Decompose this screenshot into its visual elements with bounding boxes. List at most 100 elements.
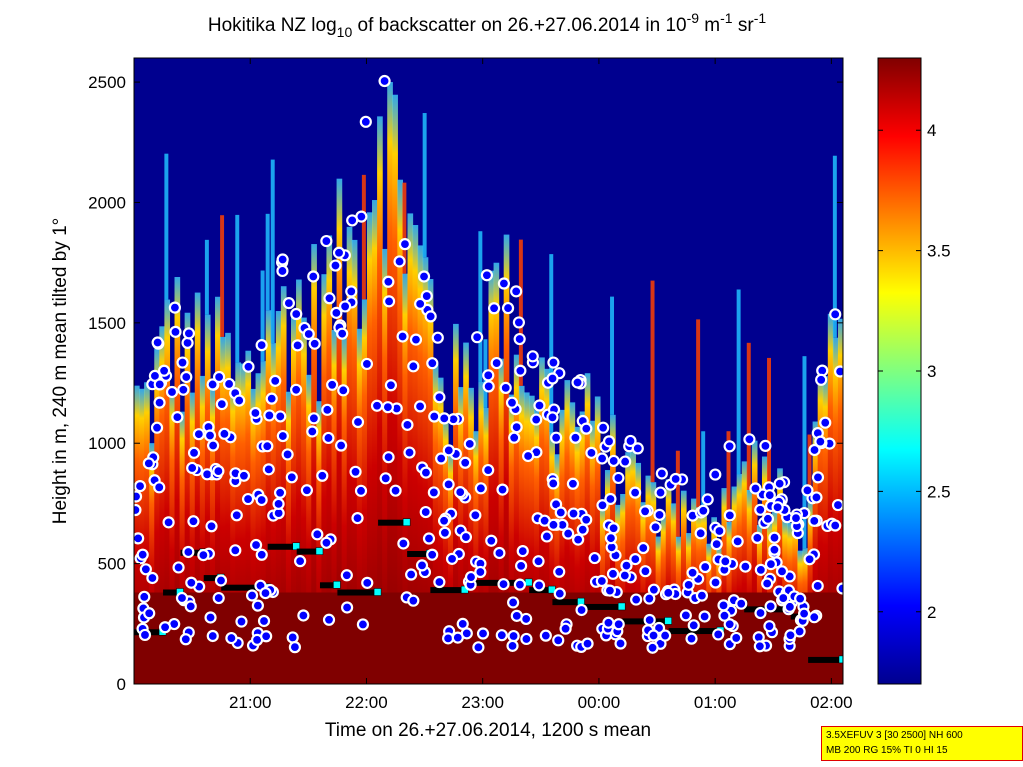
cloud-marker <box>686 566 699 579</box>
cloud-marker <box>138 628 152 642</box>
cloud-base-bar <box>465 579 530 586</box>
cloud-marker <box>607 522 620 535</box>
cloud-marker <box>286 631 299 644</box>
cloud-marker <box>463 437 476 451</box>
cloud-marker <box>378 74 391 88</box>
cloud-marker <box>306 425 319 438</box>
cloud-marker <box>808 443 821 457</box>
cloud-marker <box>245 589 259 602</box>
backscatter-column <box>372 200 378 684</box>
cloud-marker <box>829 308 842 321</box>
cloud-marker <box>169 325 182 338</box>
info-line-1: 3.5XEFUV 3 [30 2500] NH 600 <box>826 730 963 741</box>
cloud-marker <box>512 316 525 329</box>
cloud-marker <box>701 493 714 506</box>
cloud-marker <box>507 629 520 643</box>
cloud-marker <box>281 448 294 461</box>
cloud-marker <box>606 567 620 580</box>
cloud-marker <box>420 289 433 303</box>
cloud-marker <box>442 632 455 645</box>
cloud-marker <box>409 333 423 346</box>
cloud-marker <box>624 434 637 448</box>
cloud-marker <box>214 574 228 587</box>
backscatter-column <box>483 407 490 684</box>
cloud-marker <box>631 442 644 455</box>
cloud-marker <box>207 439 220 452</box>
cloud-base-marker <box>664 617 672 625</box>
backscatter-column <box>316 401 322 684</box>
cloud-marker <box>384 379 398 392</box>
backscatter-column <box>159 326 165 684</box>
cloud-marker <box>134 532 145 545</box>
y-tick-label: 1500 <box>88 314 126 333</box>
cloud-marker <box>510 421 523 434</box>
cloud-marker <box>291 339 304 352</box>
cloud-marker <box>282 296 295 310</box>
cloud-marker <box>764 600 777 613</box>
cloud-marker <box>637 541 650 555</box>
backscatter-column <box>442 414 449 684</box>
cloud-marker <box>259 587 272 600</box>
cloud-marker <box>419 505 432 519</box>
cloud-marker <box>476 627 490 640</box>
cloud-marker <box>480 269 494 282</box>
cloud-marker <box>382 275 395 288</box>
cloud-marker <box>730 631 743 645</box>
backscatter-column <box>301 317 307 684</box>
cloud-marker <box>340 569 353 582</box>
backscatter-wisp <box>478 231 483 382</box>
cloud-marker <box>356 618 370 631</box>
cloud-marker <box>811 579 824 593</box>
cloud-marker <box>361 576 374 589</box>
cloud-marker <box>695 589 709 602</box>
backscatter-column <box>179 411 186 684</box>
cloud-marker <box>382 295 396 308</box>
cloud-marker <box>426 357 439 370</box>
cloud-marker <box>435 452 448 465</box>
cloud-marker <box>493 546 506 560</box>
backscatter-column <box>518 385 525 684</box>
cloud-marker <box>753 640 766 653</box>
cloud-marker <box>547 356 560 369</box>
plot-frame <box>133 57 844 685</box>
cloud-marker <box>302 327 315 341</box>
backscatter-column <box>453 323 459 684</box>
cloud-marker <box>401 418 414 431</box>
backscatter-column <box>311 244 317 684</box>
cloud-marker <box>836 582 843 595</box>
cloud-marker <box>285 471 298 484</box>
cloud-marker <box>768 531 781 544</box>
cloud-marker <box>354 484 368 497</box>
cloud-marker <box>346 214 359 227</box>
cloud-marker <box>569 431 582 444</box>
cloud-marker <box>205 520 218 533</box>
cloud-marker <box>426 548 439 561</box>
cloud-marker <box>731 535 744 548</box>
cloud-marker <box>474 565 487 579</box>
backscatter-wisp <box>220 215 225 337</box>
cloud-marker <box>614 637 627 650</box>
cloud-marker <box>620 559 633 572</box>
cloud-marker <box>329 259 342 272</box>
backscatter-wisp <box>518 239 523 386</box>
y-tick-label: 0 <box>117 675 126 694</box>
cloud-marker <box>464 570 478 584</box>
cloud-marker <box>487 302 501 315</box>
colorbar-tick-label: 3 <box>927 362 936 381</box>
cloud-marker <box>322 613 336 626</box>
backscatter-wisp <box>650 280 655 483</box>
cloud-marker <box>510 285 523 298</box>
cloud-marker <box>336 327 349 340</box>
cloud-marker <box>814 435 827 448</box>
cloud-marker <box>575 603 588 617</box>
cloud-base-bar <box>378 519 408 526</box>
cloud-marker <box>580 513 593 526</box>
cloud-marker <box>499 381 512 395</box>
x-tick-label: 23:00 <box>461 693 504 712</box>
cloud-marker <box>337 384 350 397</box>
backscatter-column <box>169 386 176 684</box>
backscatter-column <box>478 381 485 684</box>
cloud-marker <box>265 392 278 405</box>
backscatter-column <box>260 361 267 684</box>
cloud-marker <box>771 501 784 514</box>
